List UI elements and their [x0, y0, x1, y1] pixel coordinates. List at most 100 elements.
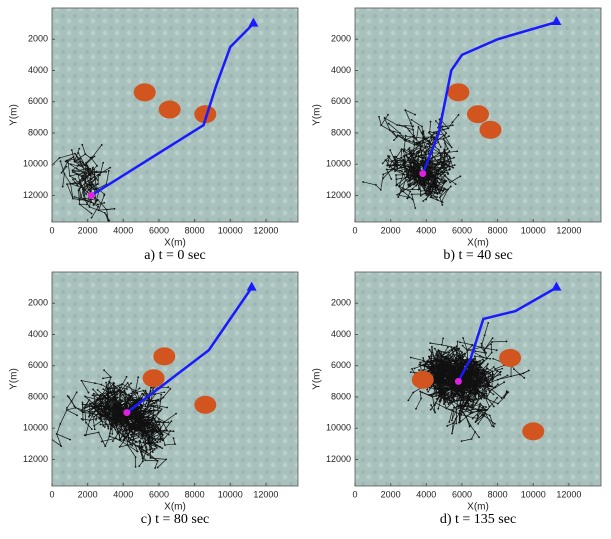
y-tick-label: 8000 [28, 391, 48, 401]
tree-node [151, 443, 153, 445]
tree-node [92, 388, 94, 390]
tree-node [94, 406, 96, 408]
tree-node [451, 355, 453, 357]
tree-node [440, 146, 442, 148]
tree-node [175, 413, 177, 415]
tree-node [392, 131, 394, 133]
tree-node [395, 185, 397, 187]
tree-node [485, 390, 487, 392]
tree-node [152, 451, 154, 453]
tree-node [388, 123, 390, 125]
tree-node [139, 399, 141, 401]
y-tick-label: 12000 [23, 454, 48, 464]
tree-node [81, 410, 83, 412]
obstacle [194, 396, 216, 414]
tree-node [489, 372, 491, 374]
tree-node [472, 406, 474, 408]
tree-node [429, 362, 431, 364]
tree-node [102, 425, 104, 427]
tree-node [91, 428, 93, 430]
tree-node [120, 404, 122, 406]
tree-node [459, 175, 461, 177]
tree-node [109, 387, 111, 389]
tree-node [447, 346, 449, 348]
tree-node [152, 416, 154, 418]
tree-node [87, 186, 89, 188]
tree-node [93, 416, 95, 418]
y-tick-label: 10000 [23, 423, 48, 433]
tree-node [501, 368, 503, 370]
tree-node [407, 148, 409, 150]
tree-node [441, 129, 443, 131]
tree-node [439, 192, 441, 194]
tree-node [462, 337, 464, 339]
tree-node [438, 168, 440, 170]
tree-node [396, 124, 398, 126]
tree-node [120, 428, 122, 430]
tree-node [132, 403, 134, 405]
tree-node [68, 396, 70, 398]
tree-node [132, 391, 134, 393]
tree-node [382, 177, 384, 179]
tree-node [438, 188, 440, 190]
tree-node [130, 382, 132, 384]
tree-node [100, 395, 102, 397]
tree-node [432, 163, 434, 165]
x-tick-label: 0 [49, 489, 54, 499]
x-tick-label: 4000 [113, 489, 133, 499]
tree-node [446, 425, 448, 427]
tree-node [440, 352, 442, 354]
tree-node [389, 149, 391, 151]
tree-node [464, 353, 466, 355]
tree-node [471, 345, 473, 347]
tree-node [90, 409, 92, 411]
y-tick-label: 2000 [28, 298, 48, 308]
tree-node [95, 404, 97, 406]
tree-node [130, 417, 132, 419]
x-axis-label: X(m) [164, 502, 186, 513]
tree-node [157, 431, 159, 433]
tree-node [113, 385, 115, 387]
tree-node [449, 168, 451, 170]
tree-node [459, 353, 461, 355]
tree-node [439, 183, 441, 185]
tree-node [400, 189, 402, 191]
tree-node [444, 164, 446, 166]
tree-node [475, 420, 477, 422]
tree-node [157, 467, 159, 469]
y-tick-label: 4000 [28, 329, 48, 339]
tree-node [115, 424, 117, 426]
tree-node [167, 386, 169, 388]
tree-node [413, 135, 415, 137]
tree-node [442, 337, 444, 339]
tree-node [154, 467, 156, 469]
tree-node [442, 125, 444, 127]
tree-node [139, 387, 141, 389]
tree-node [455, 357, 457, 359]
x-tick-label: 6000 [149, 489, 169, 499]
tree-node [431, 166, 433, 168]
tree-node [145, 435, 147, 437]
x-axis-label: X(m) [164, 238, 186, 249]
tree-node [412, 140, 414, 142]
tree-node [430, 121, 432, 123]
tree-node [85, 168, 87, 170]
tree-node [91, 213, 93, 215]
x-tick-label: 12000 [556, 225, 581, 235]
tree-node [100, 424, 102, 426]
figure: 0200040006000800010000120002000400060008… [0, 0, 611, 539]
tree-node [445, 401, 447, 403]
tree-node [81, 144, 83, 146]
tree-node [429, 342, 431, 344]
tree-node [459, 341, 461, 343]
x-tick-label: 0 [352, 225, 357, 235]
tree-node [460, 410, 462, 412]
tree-node [428, 183, 430, 185]
tree-node [407, 399, 409, 401]
tree-node [437, 193, 439, 195]
tree-node [486, 368, 488, 370]
tree-node [145, 446, 147, 448]
tree-node [453, 157, 455, 159]
tree-node [80, 161, 82, 163]
tree-node [76, 414, 78, 416]
